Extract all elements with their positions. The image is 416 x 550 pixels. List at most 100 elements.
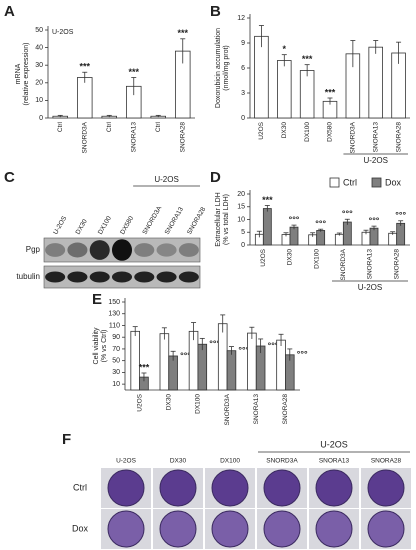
y-axis-label: Extracellular LDH(% vs total LDH) (215, 192, 230, 246)
column-label: DX30 (170, 458, 187, 465)
panel-letter: B (210, 3, 221, 20)
y-tick-label: 50 (112, 358, 120, 365)
x-tick-label: SNORD3A (350, 121, 357, 153)
error-bar (281, 54, 287, 67)
lane-label: SNORD3A (141, 205, 163, 236)
annotation: *** (139, 362, 150, 372)
y-tick-label: 110 (109, 322, 120, 329)
lane-label: DX30 (75, 218, 89, 236)
annotation: *** (128, 67, 139, 77)
error-bar (82, 71, 88, 83)
error-bar (373, 40, 379, 54)
error-bar (390, 231, 396, 235)
band (156, 271, 177, 283)
error-bar (318, 228, 324, 232)
band (45, 271, 66, 283)
x-tick-label: SNORA13 (130, 122, 137, 153)
well (263, 469, 301, 507)
bar (77, 77, 93, 119)
y-tick-label: 20 (237, 191, 245, 198)
y-tick-label: 5 (241, 229, 245, 236)
error-bar (155, 114, 161, 118)
bar (217, 323, 228, 391)
well (263, 510, 301, 548)
bar (276, 339, 286, 391)
well (315, 510, 353, 548)
x-tick-label: SNORA13 (372, 122, 379, 153)
x-tick-label: SNORA28 (393, 249, 400, 280)
x-tick-label: SNORA13 (253, 394, 260, 425)
legend-label: Dox (385, 177, 402, 187)
error-bar (106, 114, 112, 118)
annotation: °°° (180, 350, 191, 360)
bar (226, 350, 237, 391)
lane-label: SNORA13 (164, 206, 185, 236)
y-tick-label: 130 (108, 311, 120, 318)
y-tick-label: 150 (108, 299, 120, 306)
error-bar (249, 326, 255, 339)
y-tick-label: 0 (241, 115, 245, 122)
annotation: °°° (342, 209, 353, 219)
bar (262, 208, 272, 246)
panel-letter: C (4, 169, 15, 186)
annotation: °°° (209, 339, 220, 349)
band (178, 271, 199, 283)
x-tick-label: DX580 (327, 122, 334, 142)
x-tick-label: DX100 (195, 394, 202, 414)
annotation: °°° (268, 340, 279, 350)
annotation: °°° (369, 216, 380, 226)
bar (342, 221, 352, 246)
x-tick-label: DX30 (281, 122, 288, 139)
bar (334, 233, 344, 246)
y-tick-label: 6 (241, 65, 245, 72)
lane-label: U-2OS (52, 215, 68, 236)
subtitle: U-2OS (52, 29, 74, 36)
bar (254, 35, 269, 119)
legend-label: Ctrl (343, 177, 357, 187)
band (89, 240, 110, 260)
error-bar (258, 338, 264, 354)
group-label: U-2OS (363, 156, 387, 165)
well (159, 469, 197, 507)
annotation: *** (79, 62, 90, 72)
group-label: U-2OS (154, 175, 178, 184)
annotation: *** (177, 28, 188, 38)
row-label: Ctrl (73, 482, 87, 492)
y-tick-label: 40 (35, 44, 43, 51)
row-label: Dox (72, 523, 89, 533)
error-bar (180, 38, 186, 64)
well (367, 510, 405, 548)
legend-swatch (371, 177, 382, 188)
y-tick-label: 0 (39, 115, 43, 122)
x-tick-label: DX30 (165, 394, 172, 411)
error-bar (220, 314, 226, 333)
band (67, 271, 88, 283)
x-tick-label: SNORA28 (179, 122, 186, 153)
error-bar (283, 232, 289, 237)
bar (388, 232, 398, 246)
y-tick-label: 12 (237, 15, 245, 22)
x-tick-label: SNORA13 (367, 249, 374, 280)
y-tick-label: 70 (112, 346, 120, 353)
column-label: SNORA13 (319, 458, 350, 465)
annotation: *** (262, 195, 273, 205)
y-tick-label: 10 (237, 216, 245, 223)
well (315, 469, 353, 507)
x-tick-label: Ctrl (106, 121, 113, 132)
band (111, 239, 133, 261)
error-bar (199, 337, 205, 351)
y-tick-label: 30 (35, 62, 43, 69)
lane-label: SNORA28 (186, 206, 207, 236)
band (67, 242, 88, 258)
error-bar (396, 41, 402, 64)
x-tick-label: SNORD3A (224, 393, 231, 425)
x-tick-label: SNORA28 (395, 122, 402, 153)
column-label: SNORA28 (371, 458, 402, 465)
y-tick-label: 50 (35, 27, 43, 34)
bar (396, 222, 406, 246)
annotation: °°° (289, 214, 300, 224)
annotation: °°° (238, 345, 249, 355)
x-tick-label: DX100 (313, 249, 320, 269)
lane-label: DX580 (119, 215, 135, 236)
